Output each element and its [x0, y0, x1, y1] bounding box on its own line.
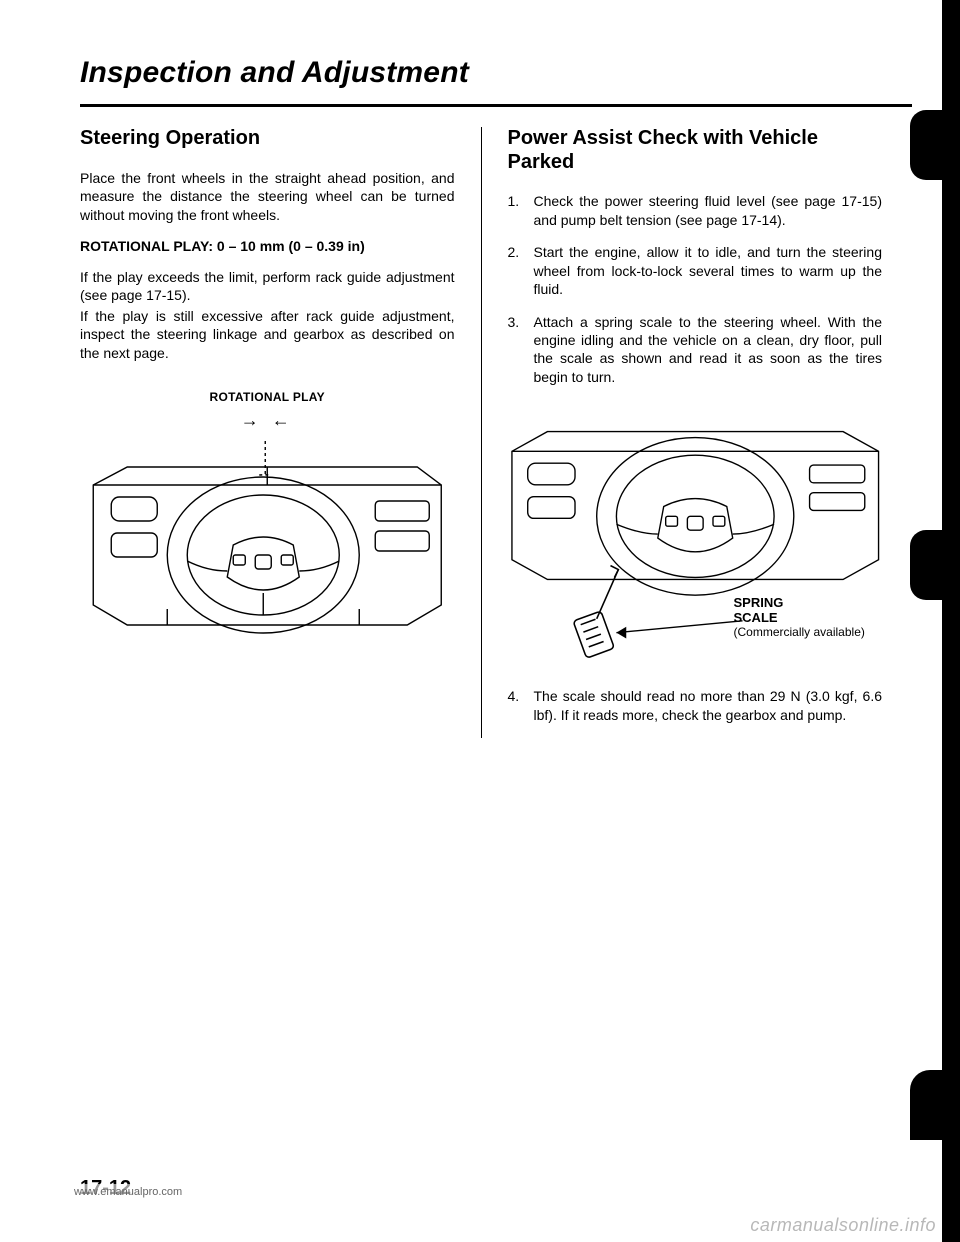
label-line: SCALE: [734, 610, 865, 625]
step-item: Start the engine, allow it to idle, and …: [508, 243, 883, 298]
label-line: (Commercially available): [734, 625, 865, 639]
rotational-arrows-icon: → ←: [80, 410, 455, 431]
figure-caption: ROTATIONAL PLAY: [80, 390, 455, 404]
title-rule: [80, 104, 912, 107]
right-column: Power Assist Check with Vehicle Parked C…: [482, 127, 913, 738]
procedure-steps: Check the power steering fluid level (se…: [508, 192, 883, 386]
watermark-site: carmanualsonline.info: [750, 1215, 936, 1236]
label-line: SPRING: [734, 595, 865, 610]
step-item: Check the power steering fluid level (se…: [508, 192, 883, 229]
two-column-layout: Steering Operation Place the front wheel…: [80, 127, 912, 738]
spring-scale-label: SPRING SCALE (Commercially available): [734, 595, 865, 639]
procedure-steps-cont: The scale should read no more than 29 N …: [508, 687, 883, 724]
left-column: Steering Operation Place the front wheel…: [80, 127, 482, 738]
left-paragraph: If the play exceeds the limit, perform r…: [80, 268, 455, 305]
page-title: Inspection and Adjustment: [80, 56, 912, 90]
watermark-source: www.emanualpro.com: [70, 1184, 186, 1200]
step-item: The scale should read no more than 29 N …: [508, 687, 883, 724]
step-item: Attach a spring scale to the steering wh…: [508, 313, 883, 387]
left-paragraph: If the play is still excessive after rac…: [80, 307, 455, 362]
steering-wheel-diagram: [80, 437, 455, 647]
page-tab: [910, 1070, 942, 1140]
page-content: Inspection and Adjustment Steering Opera…: [0, 0, 960, 786]
left-heading: Steering Operation: [80, 127, 455, 151]
left-paragraph: Place the front wheels in the straight a…: [80, 169, 455, 224]
rotational-play-spec: ROTATIONAL PLAY: 0 – 10 mm (0 – 0.39 in): [80, 238, 455, 254]
right-heading: Power Assist Check with Vehicle Parked: [508, 127, 883, 174]
